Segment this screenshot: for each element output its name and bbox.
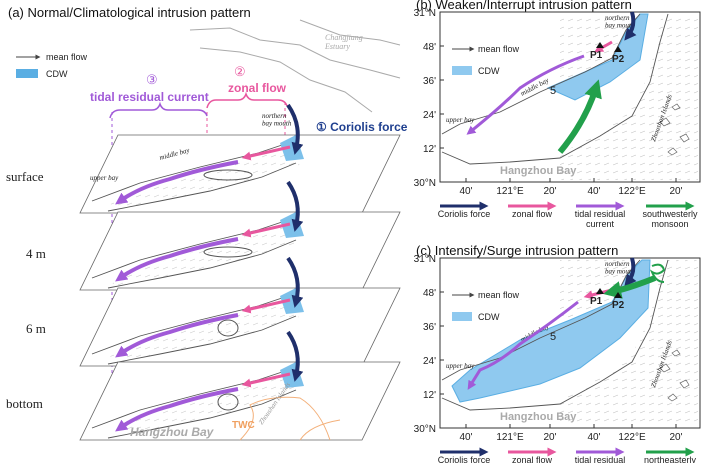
lat-tick-label: 36' <box>423 322 436 333</box>
layer-label: 4 m <box>26 246 46 261</box>
lon-tick-label: 40' <box>459 186 472 197</box>
legend-label: mean flow <box>478 44 520 54</box>
lat-tick-label: 24' <box>423 356 436 367</box>
layers <box>80 105 400 440</box>
station-label: P2 <box>612 54 625 65</box>
key-label: Coriolis force <box>438 455 491 463</box>
key-label: Coriolis force <box>438 209 491 219</box>
body: (a) Normal/Climatological intrusion patt… <box>0 0 706 463</box>
legend-swatch <box>16 69 38 78</box>
lat-tick-label: 30°N <box>414 424 436 435</box>
lat-tick-label: 12' <box>423 144 436 155</box>
panel-a: (a) Normal/Climatological intrusion patt… <box>6 5 408 440</box>
contour-label: 5 <box>550 85 556 97</box>
panel-title: (c) Intensify/Surge intrusion pattern <box>416 243 618 258</box>
lon-tick-label: 20' <box>543 186 556 197</box>
circled-number: ③ <box>146 72 158 87</box>
bracket <box>110 104 207 118</box>
panel-b: (b) Weaken/Interrupt intrusion pattern31… <box>414 0 700 229</box>
station-label: P2 <box>612 300 625 311</box>
lon-tick-label: 20' <box>669 186 682 197</box>
panel-c: (c) Intensify/Surge intrusion pattern31°… <box>414 243 704 463</box>
lon-tick-label: 40' <box>459 432 472 443</box>
current-label: TWC <box>232 420 255 431</box>
lat-tick-label: 36' <box>423 76 436 87</box>
panel-title: (a) Normal/Climatological intrusion patt… <box>8 5 251 20</box>
lat-tick-label: 12' <box>423 390 436 401</box>
flow-label: tidal residual current <box>90 90 209 104</box>
legend-label: CDW <box>46 69 68 79</box>
legend-swatch <box>452 312 472 321</box>
key-label: zonal flow <box>512 455 553 463</box>
station-label: P1 <box>590 50 603 61</box>
bay-label: Hangzhou Bay <box>500 165 577 177</box>
place-label: upper bay <box>446 116 475 124</box>
lat-tick-label: 48' <box>423 288 436 299</box>
bay-label: Hangzhou Bay <box>130 425 215 439</box>
layer-label: bottom <box>6 396 43 411</box>
lon-tick-label: 20' <box>543 432 556 443</box>
page: Intrusion patterns {"panel_a": {"title":… <box>0 0 706 463</box>
lon-tick-label: 122°E <box>618 186 646 197</box>
lat-tick-label: 31°N <box>414 8 436 19</box>
lat-tick-label: 48' <box>423 42 436 53</box>
layer-label: 6 m <box>26 321 46 336</box>
lat-tick-label: 31°N <box>414 254 436 265</box>
circled-number: ② <box>234 64 246 79</box>
lat-tick-label: 24' <box>423 110 436 121</box>
bay-label: Hangzhou Bay <box>500 411 577 423</box>
lon-tick-label: 121°E <box>496 432 524 443</box>
legend-label: mean flow <box>478 290 520 300</box>
legend-label: CDW <box>478 312 500 322</box>
station-label: P1 <box>590 296 603 307</box>
panel-title: (b) Weaken/Interrupt intrusion pattern <box>416 0 632 12</box>
lon-tick-label: 40' <box>587 432 600 443</box>
place-label: upper bay <box>90 174 119 182</box>
bracket <box>207 94 287 108</box>
flow-label: ① Coriolis force <box>316 120 408 134</box>
lon-tick-label: 121°E <box>496 186 524 197</box>
legend-label: CDW <box>478 66 500 76</box>
legend-label: mean flow <box>46 52 88 62</box>
flow-label: zonal flow <box>228 81 287 95</box>
estuary-outline <box>190 20 400 112</box>
key-label: zonal flow <box>512 209 553 219</box>
lon-tick-label: 40' <box>587 186 600 197</box>
contour-label: 5 <box>550 331 556 343</box>
key-label: northeasterlywinds driven bytropical cyc… <box>637 455 704 463</box>
legend-swatch <box>452 66 472 75</box>
lon-tick-label: 122°E <box>618 432 646 443</box>
lat-tick-label: 30°N <box>414 178 436 189</box>
layer-label: surface <box>6 169 44 184</box>
place-label: upper bay <box>446 362 475 370</box>
figure: (a) Normal/Climatological intrusion patt… <box>0 0 706 463</box>
lon-tick-label: 20' <box>669 432 682 443</box>
